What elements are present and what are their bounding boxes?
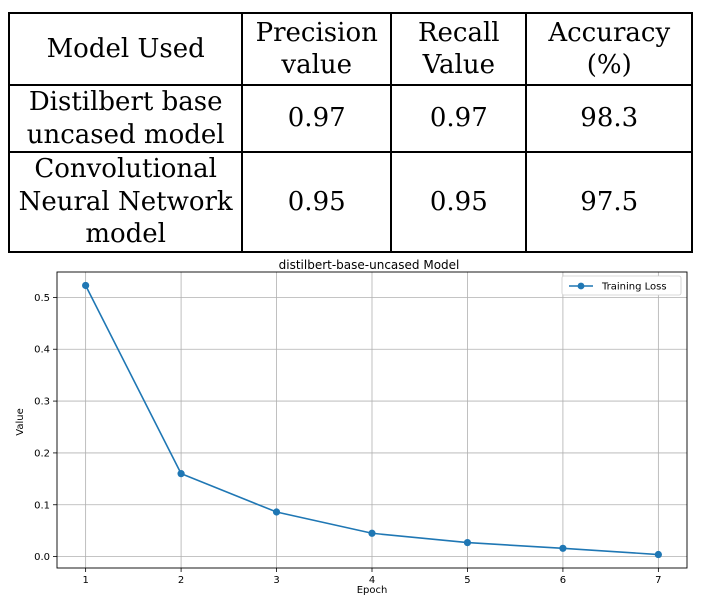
legend-marker-icon — [577, 282, 585, 290]
y-axis-label: Value — [15, 408, 26, 435]
table-row: Distilbert base uncased model 0.97 0.97 … — [7, 84, 693, 153]
results-table: Model Used Precision value Recall Value … — [7, 12, 693, 253]
data-point — [177, 470, 185, 478]
x-tick-label: 1 — [82, 575, 88, 586]
cell-model-name: Distilbert base uncased model — [7, 84, 244, 153]
data-point — [654, 550, 662, 559]
y-tick-label: 0.5 — [34, 293, 50, 304]
legend-label: Training Loss — [601, 282, 667, 293]
chart-title: distilbert-base-uncased Model — [279, 258, 460, 272]
legend-box — [561, 275, 682, 296]
data-point — [463, 538, 472, 547]
x-axis-label: Epoch — [357, 585, 388, 596]
y-tick-label: 0.4 — [34, 345, 50, 356]
grid — [57, 272, 687, 568]
table-header-row: Model Used Precision value Recall Value … — [7, 12, 693, 86]
cell-precision: 0.95 — [241, 151, 393, 253]
cell-recall: 0.97 — [390, 84, 528, 153]
cell-recall: 0.95 — [390, 151, 528, 253]
plot-frame — [56, 271, 688, 569]
header-accuracy: Accuracy (%) — [525, 12, 693, 86]
x-tick-label: 5 — [464, 575, 470, 586]
series-layer — [82, 281, 662, 559]
data-point — [82, 281, 90, 290]
table-row: Convolutional Neural Network model 0.95 … — [7, 151, 693, 253]
data-point — [368, 529, 376, 537]
y-tick-label: 0.2 — [34, 448, 50, 459]
x-tick-label: 4 — [369, 575, 375, 586]
cell-accuracy: 97.5 — [525, 151, 693, 253]
cell-precision: 0.97 — [241, 84, 393, 153]
data-point — [272, 508, 281, 516]
header-model-used: Model Used — [7, 12, 244, 86]
axes: 1 2 3 4 5 6 7 0.0 0.1 0.2 0.3 0.4 0.5 — [34, 271, 688, 586]
header-recall: Recall Value — [390, 12, 528, 86]
x-tick-label: 6 — [560, 575, 566, 586]
legend: Training Loss — [561, 275, 682, 296]
cell-model-name: Convolutional Neural Network model — [7, 151, 244, 253]
y-tick-label: 0.1 — [34, 500, 50, 511]
y-tick-label: 0.3 — [34, 397, 50, 408]
y-tick-label: 0.0 — [34, 552, 50, 563]
training-loss-chart: distilbert-base-uncased Model 1 2 3 4 5 6 7 0.0… — [15, 258, 688, 596]
x-tick-label: 3 — [273, 575, 279, 586]
data-point — [559, 544, 567, 552]
header-precision: Precision value — [241, 12, 393, 86]
cell-accuracy: 98.3 — [525, 84, 693, 153]
x-tick-label: 2 — [178, 575, 184, 586]
x-tick-label: 7 — [655, 575, 661, 586]
